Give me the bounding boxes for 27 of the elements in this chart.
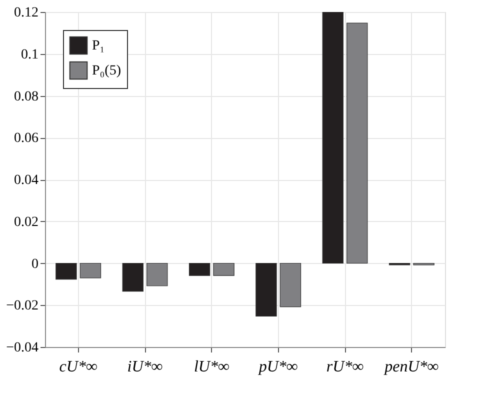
bar xyxy=(322,12,344,264)
y-tick-label: 0.04 xyxy=(14,173,38,188)
bar xyxy=(280,262,302,308)
bar xyxy=(80,262,102,278)
y-tick-label: 0.02 xyxy=(14,214,38,230)
bar xyxy=(122,262,144,292)
bar xyxy=(256,262,277,317)
x-tick-label: iU*∞ xyxy=(127,358,163,376)
bar xyxy=(188,262,210,276)
legend-label: P₀(5) xyxy=(92,64,122,78)
y-tick-label: 0.08 xyxy=(14,89,38,104)
y-tick-label: 0 xyxy=(32,256,38,272)
y-tick-label: 0.12 xyxy=(14,6,38,20)
bar xyxy=(56,262,77,280)
y-tick-label: 0.1 xyxy=(21,47,38,62)
y-tick-label: −0.02 xyxy=(6,298,38,314)
x-tick-label: pU*∞ xyxy=(258,358,298,376)
x-tick-label: lU*∞ xyxy=(194,358,230,376)
y-tick-label: 0.06 xyxy=(14,131,38,146)
bar xyxy=(146,262,168,286)
legend-label: P₁ xyxy=(92,38,105,54)
x-tick-label: cU*∞ xyxy=(59,358,98,376)
bar xyxy=(346,22,368,264)
x-tick-label: rU*∞ xyxy=(326,358,364,376)
y-tick-label: −0.04 xyxy=(6,340,38,356)
x-tick-label: penU*∞ xyxy=(384,358,439,376)
bar xyxy=(213,262,234,276)
